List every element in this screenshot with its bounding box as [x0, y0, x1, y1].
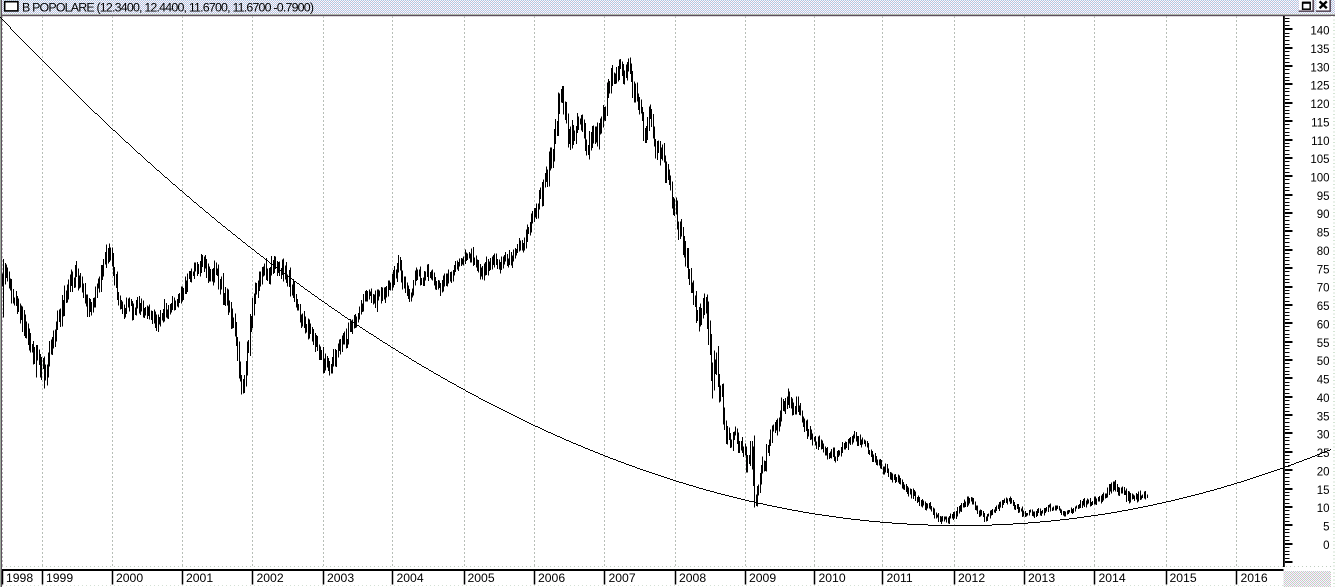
svg-text:2002: 2002: [257, 571, 284, 585]
svg-text:2008: 2008: [679, 571, 706, 585]
svg-text:2006: 2006: [538, 571, 565, 585]
svg-text:110: 110: [1311, 136, 1329, 148]
svg-text:105: 105: [1310, 154, 1329, 166]
svg-text:120: 120: [1310, 99, 1329, 111]
svg-text:1998: 1998: [6, 571, 33, 585]
svg-text:2007: 2007: [609, 571, 636, 585]
svg-text:15: 15: [1317, 485, 1330, 497]
svg-text:2003: 2003: [327, 571, 354, 585]
svg-text:40: 40: [1317, 393, 1330, 405]
svg-text:125: 125: [1310, 81, 1329, 93]
svg-text:2010: 2010: [819, 571, 846, 585]
svg-text:130: 130: [1310, 62, 1329, 74]
svg-text:70: 70: [1317, 283, 1330, 295]
svg-text:2000: 2000: [116, 571, 143, 585]
svg-text:95: 95: [1317, 191, 1330, 203]
svg-text:75: 75: [1317, 264, 1330, 276]
svg-text:10: 10: [1317, 503, 1330, 515]
svg-text:2013: 2013: [1028, 571, 1055, 585]
svg-text:55: 55: [1317, 338, 1330, 350]
svg-text:65: 65: [1317, 301, 1330, 313]
svg-text:2012: 2012: [958, 571, 985, 585]
svg-text:5: 5: [1323, 522, 1329, 534]
svg-text:2001: 2001: [186, 571, 213, 585]
svg-text:30: 30: [1317, 430, 1330, 442]
svg-text:2005: 2005: [468, 571, 495, 585]
svg-text:2016: 2016: [1241, 571, 1268, 585]
svg-text:2004: 2004: [397, 571, 424, 585]
svg-text:0: 0: [1323, 540, 1329, 552]
svg-text:35: 35: [1317, 411, 1330, 423]
svg-text:80: 80: [1317, 246, 1330, 258]
svg-text:2014: 2014: [1099, 571, 1126, 585]
svg-text:2011: 2011: [887, 571, 913, 585]
svg-text:60: 60: [1317, 320, 1330, 332]
svg-text:50: 50: [1317, 356, 1330, 368]
svg-text:100: 100: [1310, 173, 1329, 185]
svg-text:45: 45: [1317, 375, 1330, 387]
svg-text:140: 140: [1310, 26, 1329, 38]
svg-text:135: 135: [1310, 44, 1329, 56]
svg-text:90: 90: [1317, 209, 1330, 221]
svg-text:115: 115: [1311, 117, 1329, 129]
svg-text:B POPOLARE (12.3400, 12.4400,: B POPOLARE (12.3400, 12.4400, 11.6700, 1…: [22, 0, 314, 14]
svg-text:1999: 1999: [46, 571, 73, 585]
svg-text:2009: 2009: [749, 571, 776, 585]
svg-text:20: 20: [1317, 466, 1330, 478]
svg-text:2015: 2015: [1170, 571, 1197, 585]
svg-text:85: 85: [1317, 228, 1330, 240]
svg-text:25: 25: [1317, 448, 1330, 460]
